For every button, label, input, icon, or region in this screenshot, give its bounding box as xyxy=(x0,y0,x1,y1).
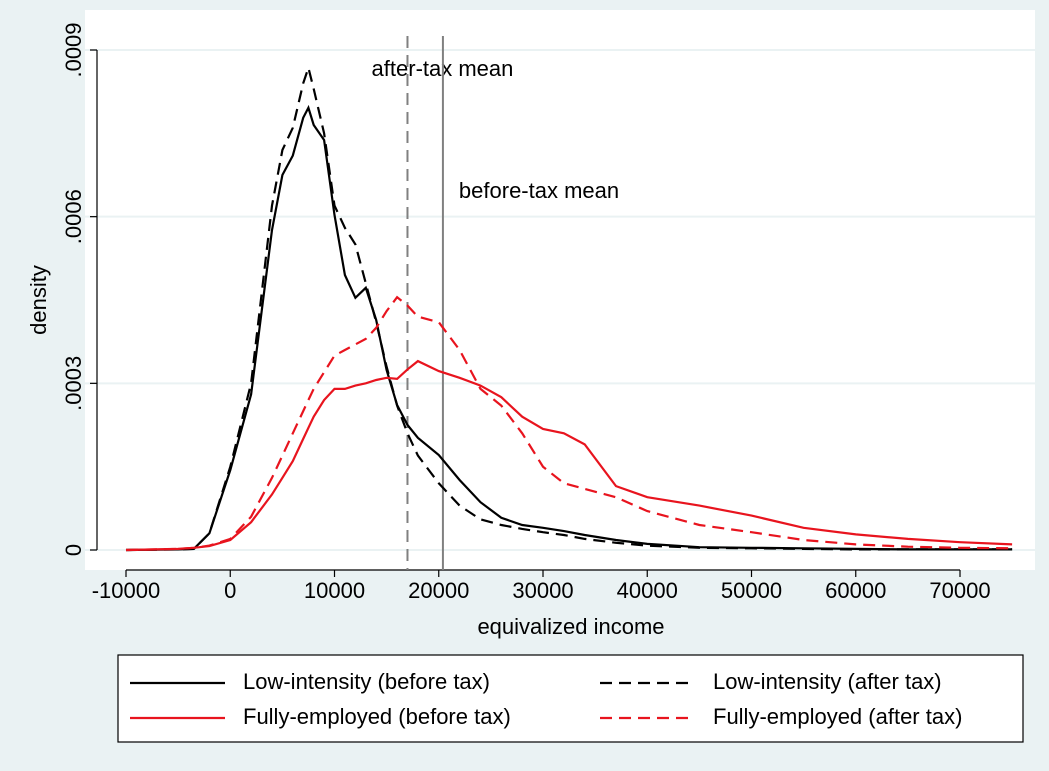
plot-area xyxy=(85,10,1035,570)
x-tick-label: 60000 xyxy=(825,578,886,603)
x-tick-label: 0 xyxy=(224,578,236,603)
legend-label: Fully-employed (after tax) xyxy=(713,704,962,729)
legend-label: Fully-employed (before tax) xyxy=(243,704,511,729)
y-axis-title: density xyxy=(26,265,51,335)
x-tick-label: 40000 xyxy=(617,578,678,603)
y-tick-label: 0 xyxy=(61,544,86,556)
reference-label: before-tax mean xyxy=(459,178,619,203)
x-tick-label: 30000 xyxy=(512,578,573,603)
series-line xyxy=(125,359,1013,552)
x-tick-label: 50000 xyxy=(721,578,782,603)
y-tick-label: .0003 xyxy=(61,356,86,411)
legend-label: Low-intensity (before tax) xyxy=(243,669,490,694)
legend-label: Low-intensity (after tax) xyxy=(713,669,942,694)
y-tick-label: .0006 xyxy=(61,189,86,244)
series-line xyxy=(125,295,1013,552)
series-line xyxy=(125,63,1013,552)
y-tick-label: .0009 xyxy=(61,22,86,77)
x-axis-title: equivalized income xyxy=(477,614,664,639)
x-tick-label: 10000 xyxy=(304,578,365,603)
x-tick-label: 70000 xyxy=(929,578,990,603)
legend xyxy=(117,654,1024,743)
x-tick-label: -10000 xyxy=(92,578,161,603)
x-tick-label: 20000 xyxy=(408,578,469,603)
